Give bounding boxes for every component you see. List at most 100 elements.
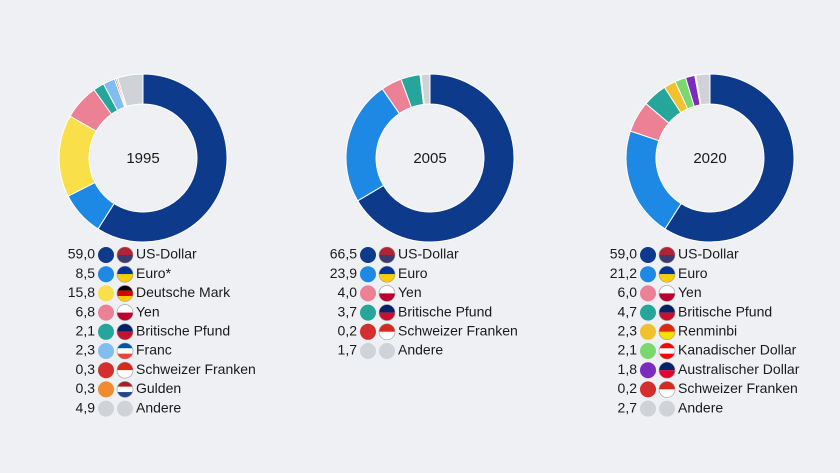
flag-icon: [658, 265, 676, 283]
flag-outline: [116, 246, 134, 264]
legend-swatch: [640, 400, 656, 417]
flag-icon: [379, 343, 395, 359]
flag-icon: [658, 304, 676, 321]
flag-band: [117, 353, 133, 359]
flag-band: [659, 381, 675, 390]
flag-icon: [658, 285, 676, 302]
slice: [345, 88, 401, 202]
flag-outline: [378, 285, 396, 302]
slice: [664, 73, 795, 243]
value-label: 4,7: [618, 303, 638, 319]
value-label: 2,3: [618, 323, 638, 339]
value-label: 66,5: [330, 246, 357, 262]
slice: [625, 130, 682, 230]
flag-band: [379, 293, 395, 302]
legend-swatch: [640, 304, 656, 321]
legend-label: US-Dollar: [398, 246, 459, 262]
legend-swatch: [360, 343, 376, 359]
flag-icon: [117, 400, 133, 417]
flag-band: [379, 247, 395, 255]
flag-icon: [658, 246, 676, 264]
flag-band: [659, 370, 675, 379]
legend-label: Britische Pfund: [678, 303, 772, 319]
value-label: 59,0: [68, 246, 95, 262]
flag-band: [659, 285, 675, 294]
legend-label: Franc: [136, 342, 172, 358]
legend-swatch: [640, 266, 656, 283]
legend-swatch: [98, 323, 114, 340]
flag-band: [117, 312, 133, 321]
legend-swatch: [640, 323, 656, 340]
legend-label: Euro*: [136, 265, 172, 281]
flag-outline: [658, 304, 676, 321]
flag-band: [659, 353, 675, 359]
value-label: 0,2: [618, 380, 638, 396]
value-label: 4,0: [338, 284, 358, 300]
slice: [116, 73, 144, 108]
legend-label: Gulden: [136, 380, 181, 396]
legend-swatch: [360, 266, 376, 283]
slice: [357, 73, 515, 243]
legend-label: Yen: [678, 284, 702, 300]
legend-swatch: [640, 343, 656, 359]
flag-band: [659, 293, 675, 302]
flag-icon: [116, 246, 134, 264]
flag-icon: [659, 400, 675, 417]
value-label: 2,7: [618, 399, 638, 415]
legend-label: US-Dollar: [678, 246, 739, 262]
flag-icon: [116, 304, 134, 321]
flag-icon: [116, 342, 134, 360]
flag-band: [117, 290, 133, 297]
legend-label: Yen: [398, 284, 422, 300]
slice: [97, 73, 228, 243]
flag-band: [659, 274, 675, 283]
flag-outline: [658, 381, 676, 398]
slice: [695, 73, 711, 106]
value-label: 23,9: [330, 265, 357, 281]
legend-swatch: [360, 247, 376, 263]
flag-icon: [116, 361, 134, 379]
flag-outline: [658, 246, 676, 264]
legend-swatch: [360, 304, 376, 321]
flag-band: [117, 247, 133, 255]
value-label: 6,0: [618, 284, 638, 300]
value-label: 59,0: [610, 246, 637, 262]
flag-band: [117, 392, 133, 398]
value-label: 15,8: [68, 284, 95, 300]
flag-band: [117, 304, 133, 313]
flag-outline: [116, 265, 134, 283]
legend-swatch: [640, 362, 656, 379]
flag-band: [659, 331, 675, 340]
flag-band: [117, 381, 133, 387]
flag-icon: [378, 246, 396, 264]
flag-icon: [658, 361, 676, 379]
flag-band: [659, 348, 675, 354]
legend-label: US-Dollar: [136, 246, 197, 262]
flag-band: [659, 323, 675, 332]
chart-title: 1995: [126, 150, 159, 167]
value-label: 2,1: [76, 323, 96, 339]
legend-label: Schweizer Franken: [398, 323, 518, 339]
flag-icon: [116, 285, 134, 302]
legend-swatch: [640, 247, 656, 263]
flag-outline: [116, 285, 134, 302]
value-label: 3,7: [338, 303, 358, 319]
flag-outline: [116, 304, 134, 321]
flag-band: [659, 266, 675, 275]
legend-swatch: [360, 285, 376, 302]
flag-band: [117, 266, 133, 275]
flag-outline: [116, 342, 134, 360]
value-label: 1,8: [618, 361, 638, 377]
flag-outline: [658, 342, 676, 360]
flag-band: [117, 362, 133, 371]
flag-band: [117, 255, 133, 263]
flag-band: [379, 312, 395, 321]
flag-band: [117, 296, 133, 302]
flag-band: [379, 304, 395, 313]
value-label: 0,3: [76, 380, 96, 396]
value-label: 0,3: [76, 361, 96, 377]
flag-band: [117, 370, 133, 379]
flag-icon: [658, 381, 676, 398]
flag-icon: [116, 381, 134, 398]
flag-band: [379, 331, 395, 340]
